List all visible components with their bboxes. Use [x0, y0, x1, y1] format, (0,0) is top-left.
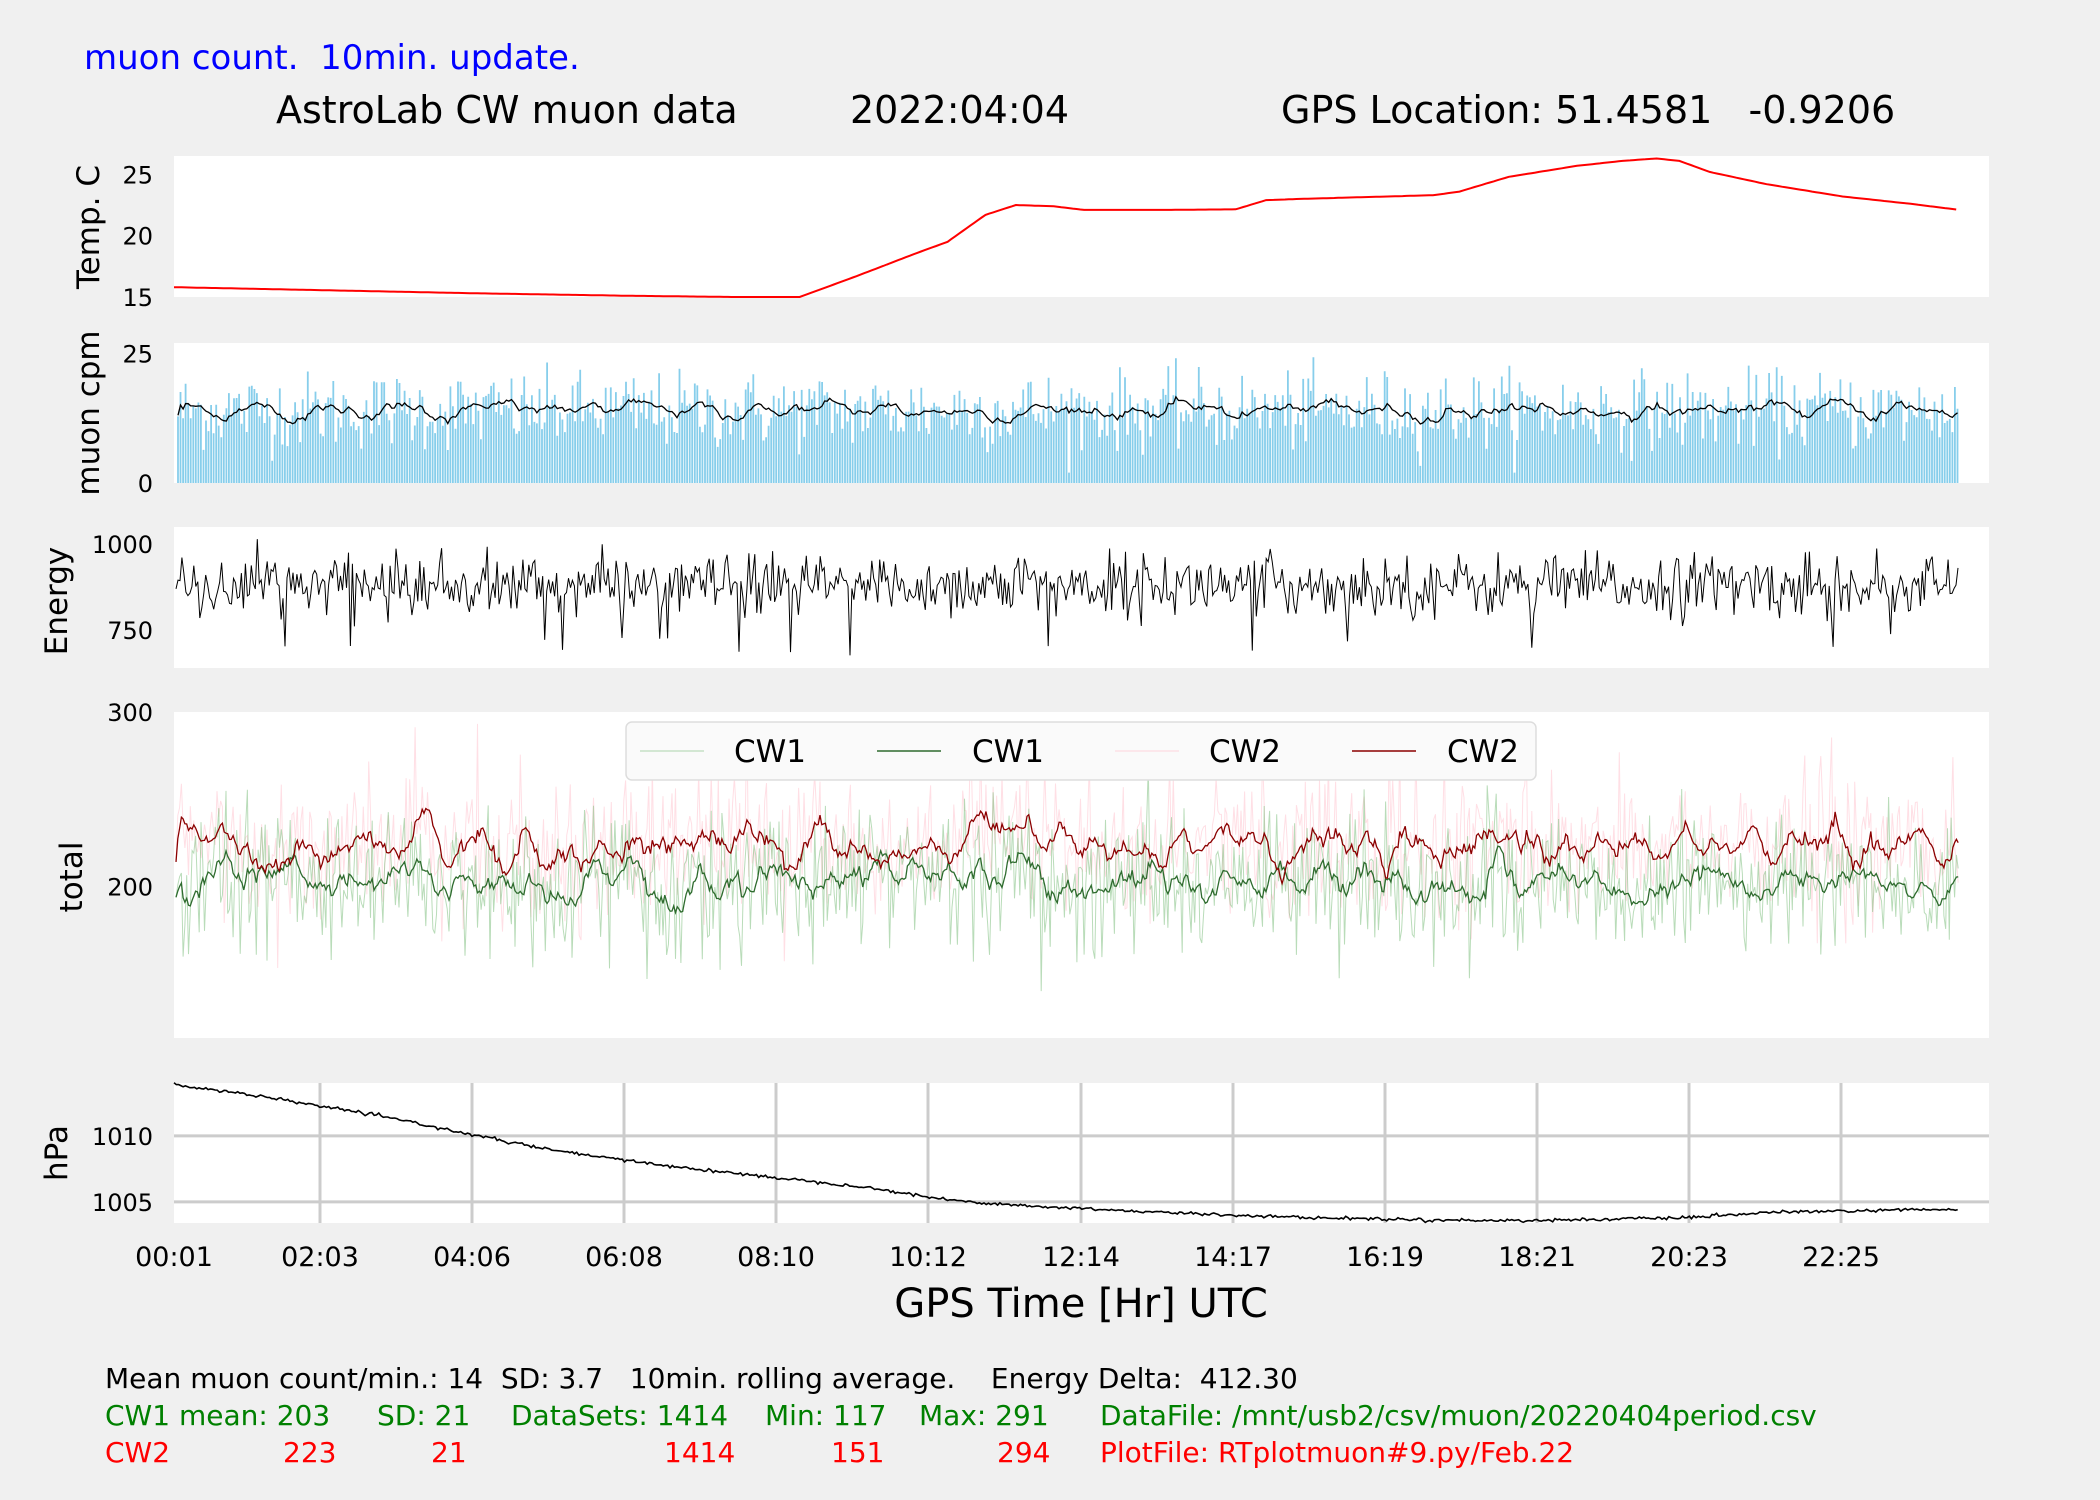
- muon-rolling-average: [177, 395, 1958, 426]
- x-tick-label: 12:14: [1042, 1242, 1120, 1273]
- energy-panel: [174, 527, 1989, 668]
- energy-ylabel: Energy: [39, 547, 75, 656]
- x-tick-label: 04:06: [433, 1242, 511, 1273]
- legend-cw2-raw-label: CW2: [1209, 734, 1281, 770]
- energy-series: [175, 539, 1959, 656]
- temperature-series: [173, 157, 1957, 298]
- chart-date: 2022:04:04: [850, 88, 1070, 132]
- legend-cw1-raw-label: CW1: [734, 734, 806, 770]
- cw2-max: 294: [997, 1436, 1051, 1469]
- cw1-datafile: DataFile: /mnt/usb2/csv/muon/20220404per…: [1100, 1399, 1817, 1432]
- pressure-tick-label: 1010: [92, 1123, 153, 1151]
- x-tick-label: 10:12: [889, 1242, 967, 1273]
- cw2-datasets: 1414: [664, 1436, 736, 1469]
- energy-tick-label: 1000: [92, 531, 153, 559]
- muon-series: [177, 357, 1959, 483]
- legend-box: [625, 721, 1537, 781]
- temp-tick-label: 25: [122, 161, 153, 189]
- legend-cw2-avg-label: CW2: [1447, 734, 1519, 770]
- x-tick-label: 14:17: [1194, 1242, 1272, 1273]
- cw1-min: Min: 117: [765, 1399, 887, 1432]
- total-series: [175, 722, 1959, 992]
- stats-block: Mean muon count/min.: 14 SD: 3.7 10min. …: [0, 0, 2100, 1469]
- cw2-rolling-average: [175, 807, 1959, 886]
- muon-bars: [177, 357, 1959, 483]
- temp-tick-label: 20: [122, 223, 153, 251]
- cw2-mean: 223: [283, 1436, 337, 1469]
- pressure-tick-label: 1005: [92, 1189, 153, 1217]
- energy-line: [175, 539, 1959, 656]
- chart-title: AstroLab CW muon data: [276, 88, 738, 132]
- total-ylabel: total: [54, 842, 90, 913]
- x-tick-label: 18:21: [1498, 1242, 1576, 1273]
- cw2-plotfile: PlotFile: RTplotmuon#9.py/Feb.22: [1100, 1436, 1575, 1469]
- x-axis-label: GPS Time [Hr] UTC: [894, 1281, 1268, 1327]
- energy-tick-label: 750: [107, 617, 153, 645]
- pressure-ylabel: hPa: [39, 1125, 75, 1181]
- x-tick-label: 20:23: [1650, 1242, 1728, 1273]
- pressure-line: [173, 1082, 1958, 1224]
- muon-ylabel: muon cpm: [71, 330, 107, 495]
- legend-cw1-avg-label: CW1: [972, 734, 1044, 770]
- cw1-rolling-average: [175, 845, 1959, 915]
- update-note: muon count. 10min. update.: [84, 38, 580, 78]
- x-tick-label: 06:08: [585, 1242, 663, 1273]
- x-tick-label: 08:10: [737, 1242, 815, 1273]
- cw1-mean: CW1 mean: 203: [105, 1399, 331, 1432]
- cw1-sd: SD: 21: [377, 1399, 471, 1432]
- temperature-line: [173, 157, 1957, 298]
- cw2-sd: 21: [431, 1436, 467, 1469]
- stats-summary-line: Mean muon count/min.: 14 SD: 3.7 10min. …: [105, 1362, 1298, 1395]
- temp-ylabel: Temp. C: [71, 165, 107, 290]
- cw1-datasets: DataSets: 1414: [511, 1399, 729, 1432]
- x-tick-label: 00:01: [135, 1242, 213, 1273]
- axis-ticks: 00:01 02:03 04:06 06:08 08:10 10:12 12:14 14:17…: [92, 161, 1880, 1273]
- x-tick-label: 16:19: [1346, 1242, 1424, 1273]
- x-tick-label: 02:03: [281, 1242, 359, 1273]
- muon-tick-label: 25: [122, 340, 153, 368]
- pressure-series: [173, 1082, 1958, 1224]
- temp-panel: [174, 156, 1989, 297]
- total-tick-label: 300: [107, 699, 153, 727]
- muon-tick-label: 0: [138, 470, 153, 498]
- total-tick-label: 200: [107, 873, 153, 901]
- gps-location: GPS Location: 51.4581 -0.9206: [1281, 88, 1896, 132]
- cw2-label: CW2: [105, 1436, 171, 1469]
- x-tick-label: 22:25: [1802, 1242, 1880, 1273]
- cw2-min: 151: [831, 1436, 885, 1469]
- legend: CW1 CW1 CW2 CW2: [625, 721, 1537, 781]
- plots-canvas: 00:01 02:03 04:06 06:08 08:10 10:12 12:14 14:17…: [39, 156, 1989, 1327]
- temp-tick-label: 15: [122, 284, 153, 312]
- cw1-max: Max: 291: [919, 1399, 1049, 1432]
